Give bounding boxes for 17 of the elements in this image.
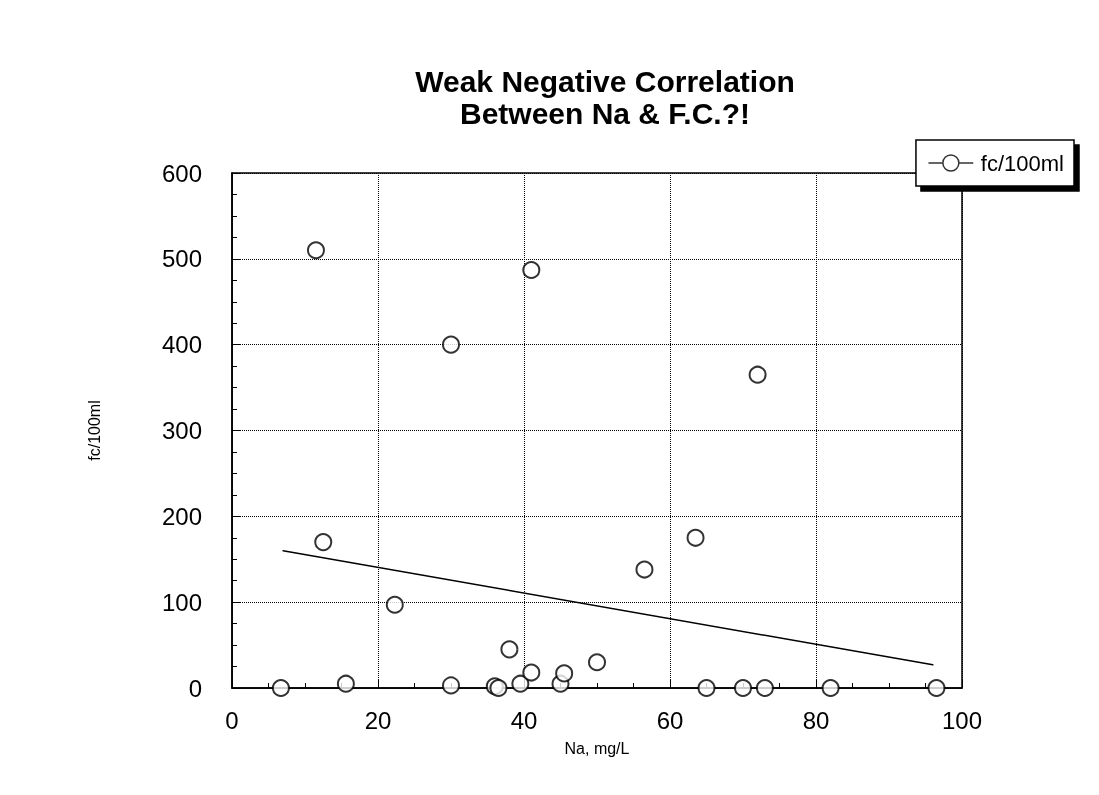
chart-title: Weak Negative Correlation Between Na & F.C.?! [415,64,795,130]
y-tick-label: 100 [161,588,202,616]
x-tick-label: 40 [510,706,538,734]
x-tick-label: 60 [656,706,684,734]
y-tick-label: 300 [161,417,202,444]
x-tick-label: 100 [941,706,983,734]
y-tick-label: 400 [161,331,202,359]
y-tick-label: 0 [188,674,202,702]
y-axis-title: fc/100ml [85,400,103,461]
x-tick-label: 0 [225,706,239,734]
legend-label: fc/100ml [980,150,1065,176]
x-tick-label: 80 [802,706,830,734]
y-tick-label: 200 [161,502,202,530]
x-axis-title: Na, mg/L [564,739,630,757]
y-tick-label: 600 [161,159,202,187]
y-tick-label: 500 [161,245,202,273]
x-tick-label: 20 [364,706,392,734]
